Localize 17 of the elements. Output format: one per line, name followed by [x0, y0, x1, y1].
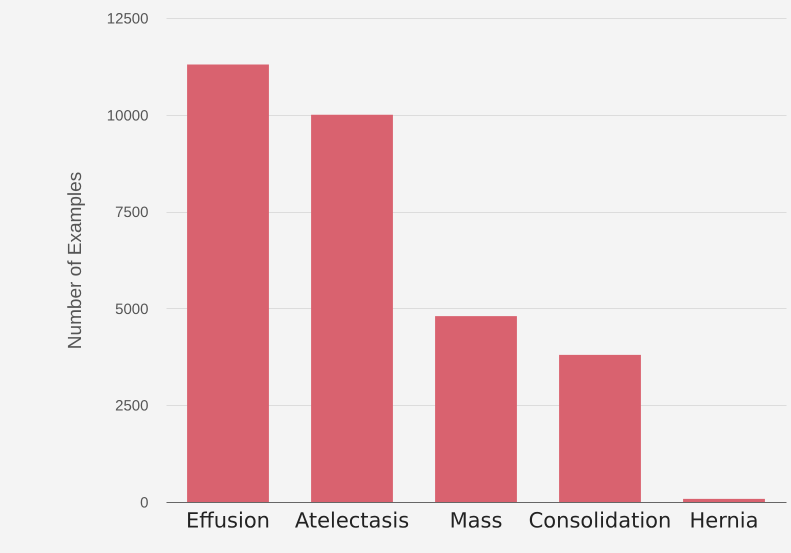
x-tick-label: Consolidation: [528, 508, 672, 532]
bar: [559, 354, 641, 502]
bar: [435, 316, 517, 502]
y-tick-label: 12500: [106, 10, 148, 28]
bar: [187, 64, 269, 502]
bar: [311, 114, 393, 502]
y-tick-label: 2500: [115, 398, 148, 415]
bar: [683, 498, 765, 502]
x-tick-label: Effusion: [186, 508, 270, 532]
y-axis-title: Number of Examples: [64, 172, 86, 350]
y-tick-label: 5000: [115, 300, 148, 318]
y-tick-label: 0: [140, 494, 148, 512]
y-tick-label: 7500: [115, 204, 148, 222]
x-tick-label: Hernia: [690, 508, 758, 532]
x-tick-label: Atelectasis: [294, 508, 410, 532]
x-tick-label: Mass: [450, 508, 502, 532]
y-tick-label: 10000: [106, 107, 148, 124]
